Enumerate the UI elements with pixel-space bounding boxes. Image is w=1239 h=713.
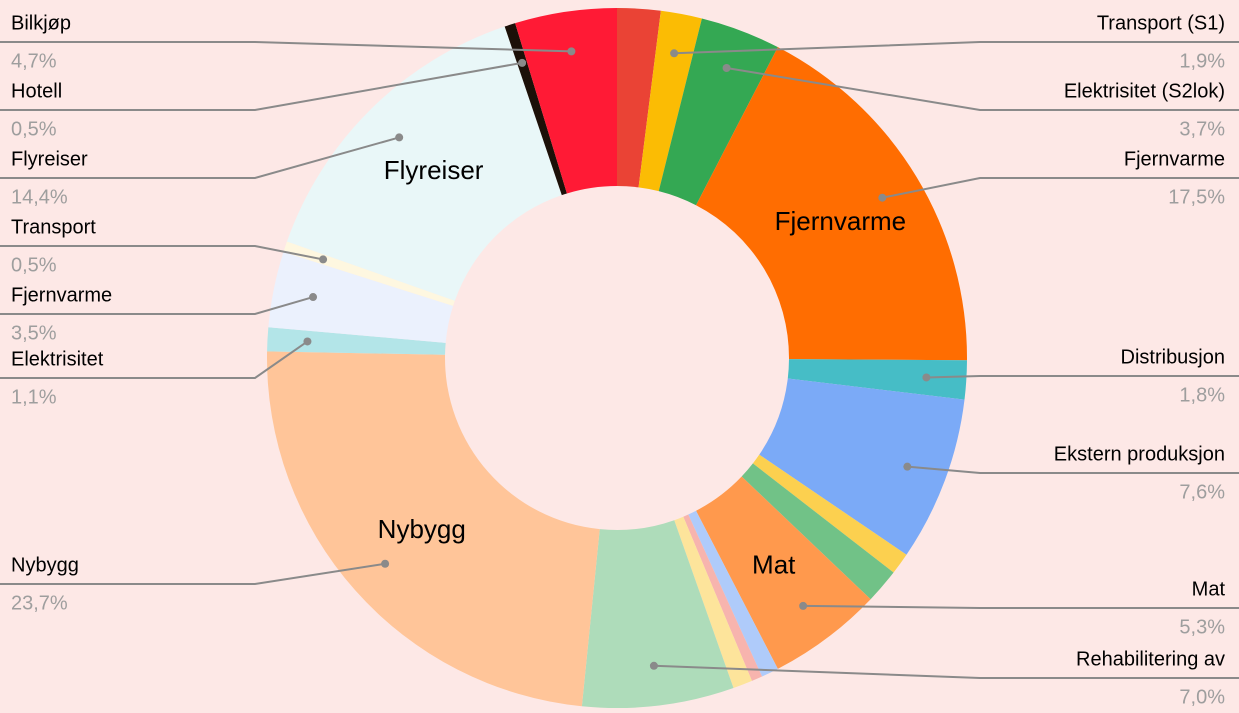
- leader-dot: [381, 559, 390, 568]
- legend-label: Ekstern produksjon: [1054, 443, 1225, 465]
- slice: [267, 351, 600, 707]
- leader-line: [0, 41, 572, 53]
- legend-label: Fjernvarme: [1124, 148, 1225, 170]
- slice-label: Nybygg: [378, 514, 466, 544]
- leader-dot: [303, 337, 312, 346]
- legend-value: 4,7%: [11, 50, 57, 72]
- slice: [638, 10, 702, 192]
- legend-label: Bilkjøp: [11, 12, 71, 34]
- slice-label: Mat: [752, 550, 796, 580]
- legend-label: Fjernvarme: [11, 284, 112, 306]
- leader-line: [653, 664, 1239, 679]
- legend-value: 17,5%: [1168, 186, 1225, 208]
- leader-dot: [878, 193, 887, 202]
- leader-dot: [722, 64, 731, 73]
- slice: [268, 251, 454, 343]
- legend-value: 3,5%: [11, 322, 57, 344]
- legend-value: 0,5%: [11, 118, 57, 140]
- legend-label: Flyreiser: [11, 148, 88, 170]
- leader-line: [0, 245, 324, 261]
- legend-value: 0,5%: [11, 254, 57, 276]
- leader-line: [726, 67, 1239, 111]
- legend-value: 5,3%: [1179, 616, 1225, 638]
- slice: [688, 510, 778, 677]
- leader-dot: [319, 255, 328, 264]
- leader-line: [0, 562, 386, 585]
- legend-label: Distribusjon: [1121, 346, 1225, 368]
- leader-line: [907, 465, 1239, 474]
- legend-value: 7,6%: [1179, 481, 1225, 503]
- slice-label: Fjernvarme: [775, 206, 906, 236]
- slice: [787, 359, 967, 400]
- slice: [683, 514, 763, 681]
- slice: [759, 378, 965, 555]
- legend-value: 23,7%: [11, 592, 68, 614]
- leader-line: [0, 296, 314, 315]
- slice: [696, 476, 871, 669]
- leader-dot: [670, 49, 679, 58]
- legend-label: Nybygg: [11, 554, 79, 576]
- slice: [581, 520, 734, 708]
- legend-label: Elektrisitet: [11, 348, 104, 370]
- leader-dot: [649, 661, 658, 670]
- slice: [752, 454, 907, 573]
- leader-dot: [567, 47, 576, 56]
- leader-line: [0, 340, 309, 379]
- slice: [286, 26, 562, 301]
- legend-label: Hotell: [11, 80, 62, 102]
- slice: [267, 327, 446, 355]
- leader-dot: [395, 133, 404, 142]
- legend-value: 1,1%: [11, 386, 57, 408]
- leader-line: [803, 604, 1239, 609]
- slice: [658, 18, 778, 206]
- legend-value: 1,9%: [1179, 50, 1225, 72]
- leader-dot: [309, 293, 318, 302]
- slice: [617, 8, 661, 188]
- legend-label: Transport: [11, 216, 96, 238]
- slice: [674, 516, 752, 689]
- slice: [741, 463, 894, 600]
- slice-label: Flyreiser: [384, 155, 484, 185]
- legend-label: Mat: [1192, 578, 1226, 600]
- legend-label: Transport (S1): [1097, 12, 1225, 34]
- leader-line: [0, 136, 400, 179]
- leader-line: [0, 61, 523, 111]
- legend-label: Elektrisitet (S2lok): [1064, 80, 1225, 102]
- leader-dot: [903, 462, 912, 471]
- legend-value: 14,4%: [11, 186, 68, 208]
- leader-dot: [922, 373, 931, 382]
- leader-dot: [799, 601, 808, 610]
- leader-line: [882, 177, 1239, 199]
- legend-value: 7,0%: [1179, 686, 1225, 708]
- leader-dot: [518, 58, 527, 67]
- leader-line: [926, 375, 1239, 379]
- legend-value: 3,7%: [1179, 118, 1225, 140]
- legend-value: 1,8%: [1179, 384, 1225, 406]
- slice: [696, 47, 967, 361]
- slice: [515, 8, 617, 194]
- legend-label: Rehabilitering av: [1076, 648, 1225, 670]
- leader-line: [674, 41, 1239, 55]
